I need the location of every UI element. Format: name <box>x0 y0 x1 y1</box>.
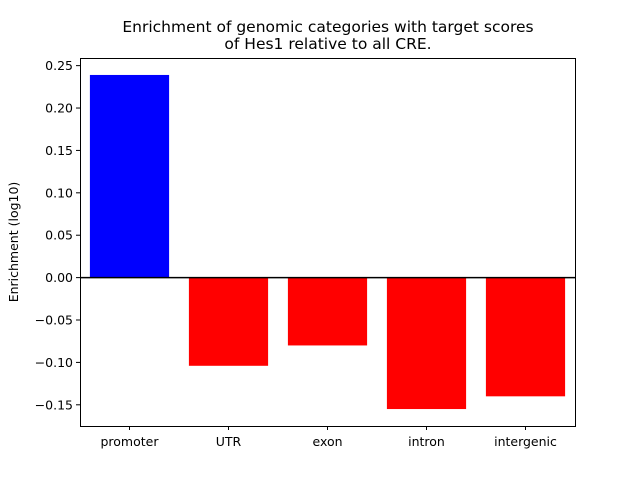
title-text: Enrichment of genomic categories with ta… <box>122 18 533 53</box>
y-tick-label: 0.05 <box>45 228 73 243</box>
bar-UTR <box>188 277 269 366</box>
y-tick-label: −0.05 <box>35 313 73 328</box>
bars <box>89 74 566 410</box>
y-tick-label: 0.20 <box>45 101 73 116</box>
x-axis: promoter UTR exon intron intergenic <box>100 426 557 449</box>
bar-promoter <box>89 74 170 278</box>
x-tick-label-exon: exon <box>312 434 342 449</box>
title-line: of Hes1 relative to all CRE. <box>224 35 431 53</box>
x-tick-label-intergenic: intergenic <box>494 434 557 449</box>
y-tick-label: 0.00 <box>45 270 73 285</box>
plot-area <box>80 58 576 427</box>
bar-intron <box>386 277 467 410</box>
x-tick-label-intron: intron <box>408 434 445 449</box>
bar-exon <box>287 277 368 346</box>
y-axis-label: Enrichment (log10) <box>6 182 21 303</box>
x-tick-label-promoter: promoter <box>100 434 159 449</box>
y-tick-label: 0.25 <box>45 58 73 73</box>
y-tick-label: −0.15 <box>35 397 73 412</box>
title-line: Enrichment of genomic categories with ta… <box>122 18 533 36</box>
bar-intergenic <box>485 277 566 397</box>
y-axis: −0.15 −0.10 −0.05 0.00 0.05 0.10 0.15 0.20 0.25 <box>35 58 80 412</box>
y-tick-label: −0.10 <box>35 355 73 370</box>
chart-title: Enrichment of genomic categories with ta… <box>122 18 533 53</box>
y-tick-label: 0.10 <box>45 185 73 200</box>
x-tick-label-UTR: UTR <box>216 434 242 449</box>
y-tick-label: 0.15 <box>45 143 73 158</box>
